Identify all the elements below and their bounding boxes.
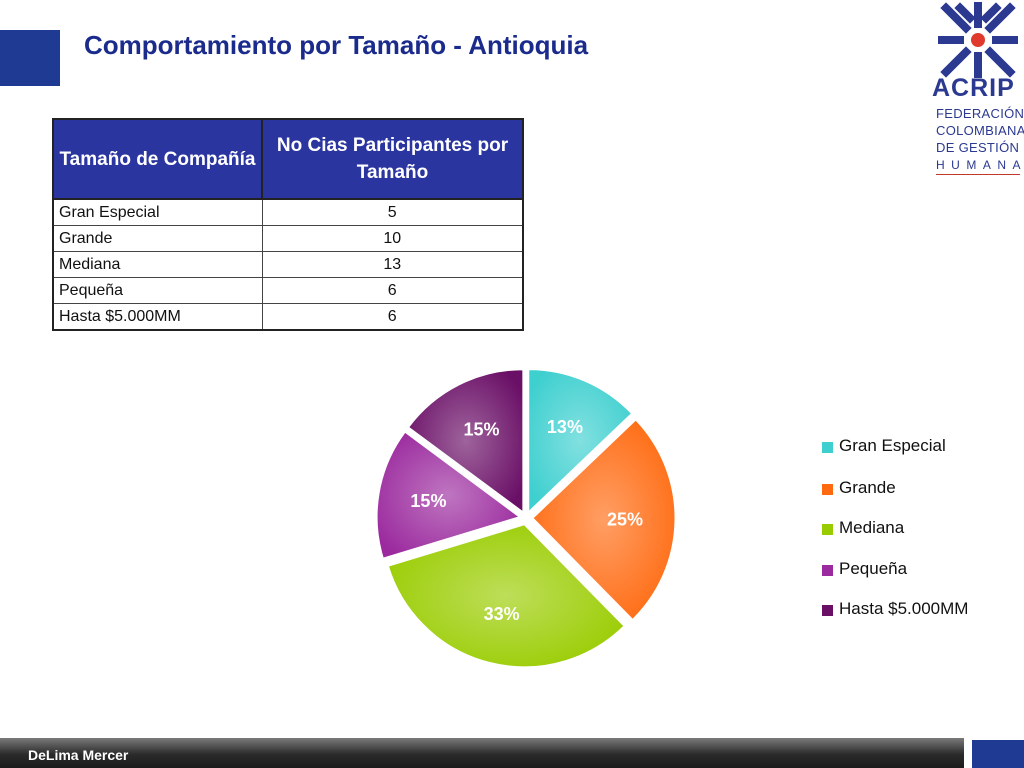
- slice-value-label: 15%: [463, 420, 499, 440]
- table-cell-size: Grande: [52, 225, 263, 252]
- logo-line-1: FEDERACIÓN: [936, 106, 1024, 121]
- footer-bar: DeLima Mercer: [0, 738, 964, 768]
- legend-swatch: [822, 605, 833, 616]
- legend-swatch: [822, 442, 833, 453]
- table-cell-count: 6: [261, 277, 524, 304]
- pie-slice-0: [528, 369, 633, 513]
- footer-company-name: DeLima Mercer: [28, 747, 129, 763]
- table-cell-count: 10: [261, 225, 524, 252]
- legend-label: Mediana: [839, 518, 905, 537]
- legend-swatch: [822, 565, 833, 576]
- acrip-logo: ACRIP FEDERACIÓN COLOMBIANA DE GESTIÓN H…: [930, 2, 1024, 175]
- table-header-size: Tamaño de Compañía: [52, 118, 263, 200]
- legend-swatch: [822, 524, 833, 535]
- table-cell-count: 5: [261, 198, 524, 226]
- pie-slice-2: [387, 524, 625, 668]
- legend-label: Pequeña: [839, 559, 908, 578]
- table-cell-size: Gran Especial: [52, 198, 263, 226]
- logo-line-4: HUMANA: [936, 158, 1024, 172]
- table-header-row: Tamaño de Compañía No Cias Participantes…: [52, 118, 524, 200]
- table-row: Gran Especial 5: [52, 198, 524, 226]
- table-row: Hasta $5.000MM 6: [52, 303, 524, 331]
- logo-underline: [936, 174, 1020, 175]
- acrip-emblem-icon: [938, 2, 1018, 78]
- table-header-count: No Cias Participantes por Tamaño: [261, 118, 524, 200]
- legend-swatch: [822, 484, 833, 495]
- corner-accent-square: [0, 30, 60, 86]
- table-row: Mediana 13: [52, 251, 524, 278]
- slice-value-label: 25%: [607, 510, 643, 530]
- footer-accent-square: [972, 740, 1024, 768]
- pie-slice-3: [376, 431, 521, 559]
- table-row: Pequeña 6: [52, 277, 524, 304]
- pie-slice-4: [408, 369, 524, 513]
- slice-value-label: 13%: [547, 417, 583, 437]
- logo-wordmark: ACRIP: [932, 74, 1015, 102]
- legend-label: Grande: [839, 478, 896, 497]
- table-cell-size: Hasta $5.000MM: [52, 303, 263, 331]
- table-cell-count: 13: [261, 251, 524, 278]
- legend-label: Gran Especial: [839, 436, 946, 455]
- slice-value-label: 15%: [410, 491, 446, 511]
- table-cell-size: Mediana: [52, 251, 263, 278]
- table-cell-count: 6: [261, 303, 524, 331]
- pie-slice-1: [532, 419, 676, 621]
- logo-line-3: DE GESTIÓN: [936, 140, 1020, 155]
- legend-label: Hasta $5.000MM: [839, 599, 969, 618]
- table-row: Grande 10: [52, 225, 524, 252]
- company-size-table: Tamaño de Compañía No Cias Participantes…: [52, 118, 524, 331]
- table-cell-size: Pequeña: [52, 277, 263, 304]
- page-title: Comportamiento por Tamaño - Antioquia: [84, 30, 589, 60]
- logo-line-2: COLOMBIANA: [936, 123, 1024, 138]
- slice-value-label: 33%: [484, 604, 520, 624]
